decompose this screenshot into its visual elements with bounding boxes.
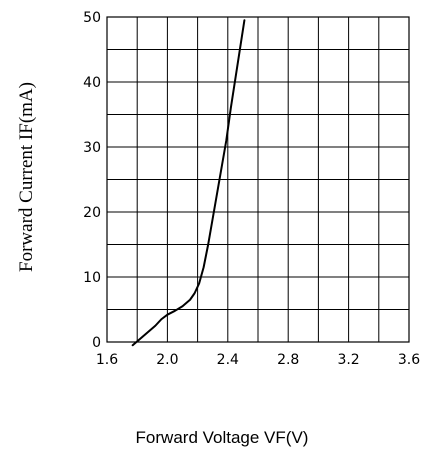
y-axis-label: Forward Current IF(mA) [16,82,37,272]
x-tick-label: 1.6 [96,352,118,368]
y-tick-label: 30 [83,140,101,156]
series-layer [131,19,246,347]
x-tick-label: 3.2 [337,352,359,368]
x-axis-label: Forward Voltage VF(V) [136,428,309,447]
x-tick-label: 2.0 [156,352,178,368]
y-tick-label: 40 [83,75,101,91]
plot-frame [106,16,410,343]
y-tick-label: 10 [83,270,101,286]
y-tick-label: 0 [92,335,101,351]
plot-border [106,16,410,343]
y-tick-label: 20 [83,205,101,221]
series-line-1 [131,19,246,347]
tick-labels: 1.6 2.0 2.4 2.8 3.2 3.6 0 10 20 30 40 50 [83,10,420,368]
x-tick-label: 2.4 [217,352,239,368]
x-tick-label: 3.6 [398,352,420,368]
grid-layer [107,17,409,342]
y-tick-label: 50 [83,10,101,26]
x-tick-label: 2.8 [277,352,299,368]
